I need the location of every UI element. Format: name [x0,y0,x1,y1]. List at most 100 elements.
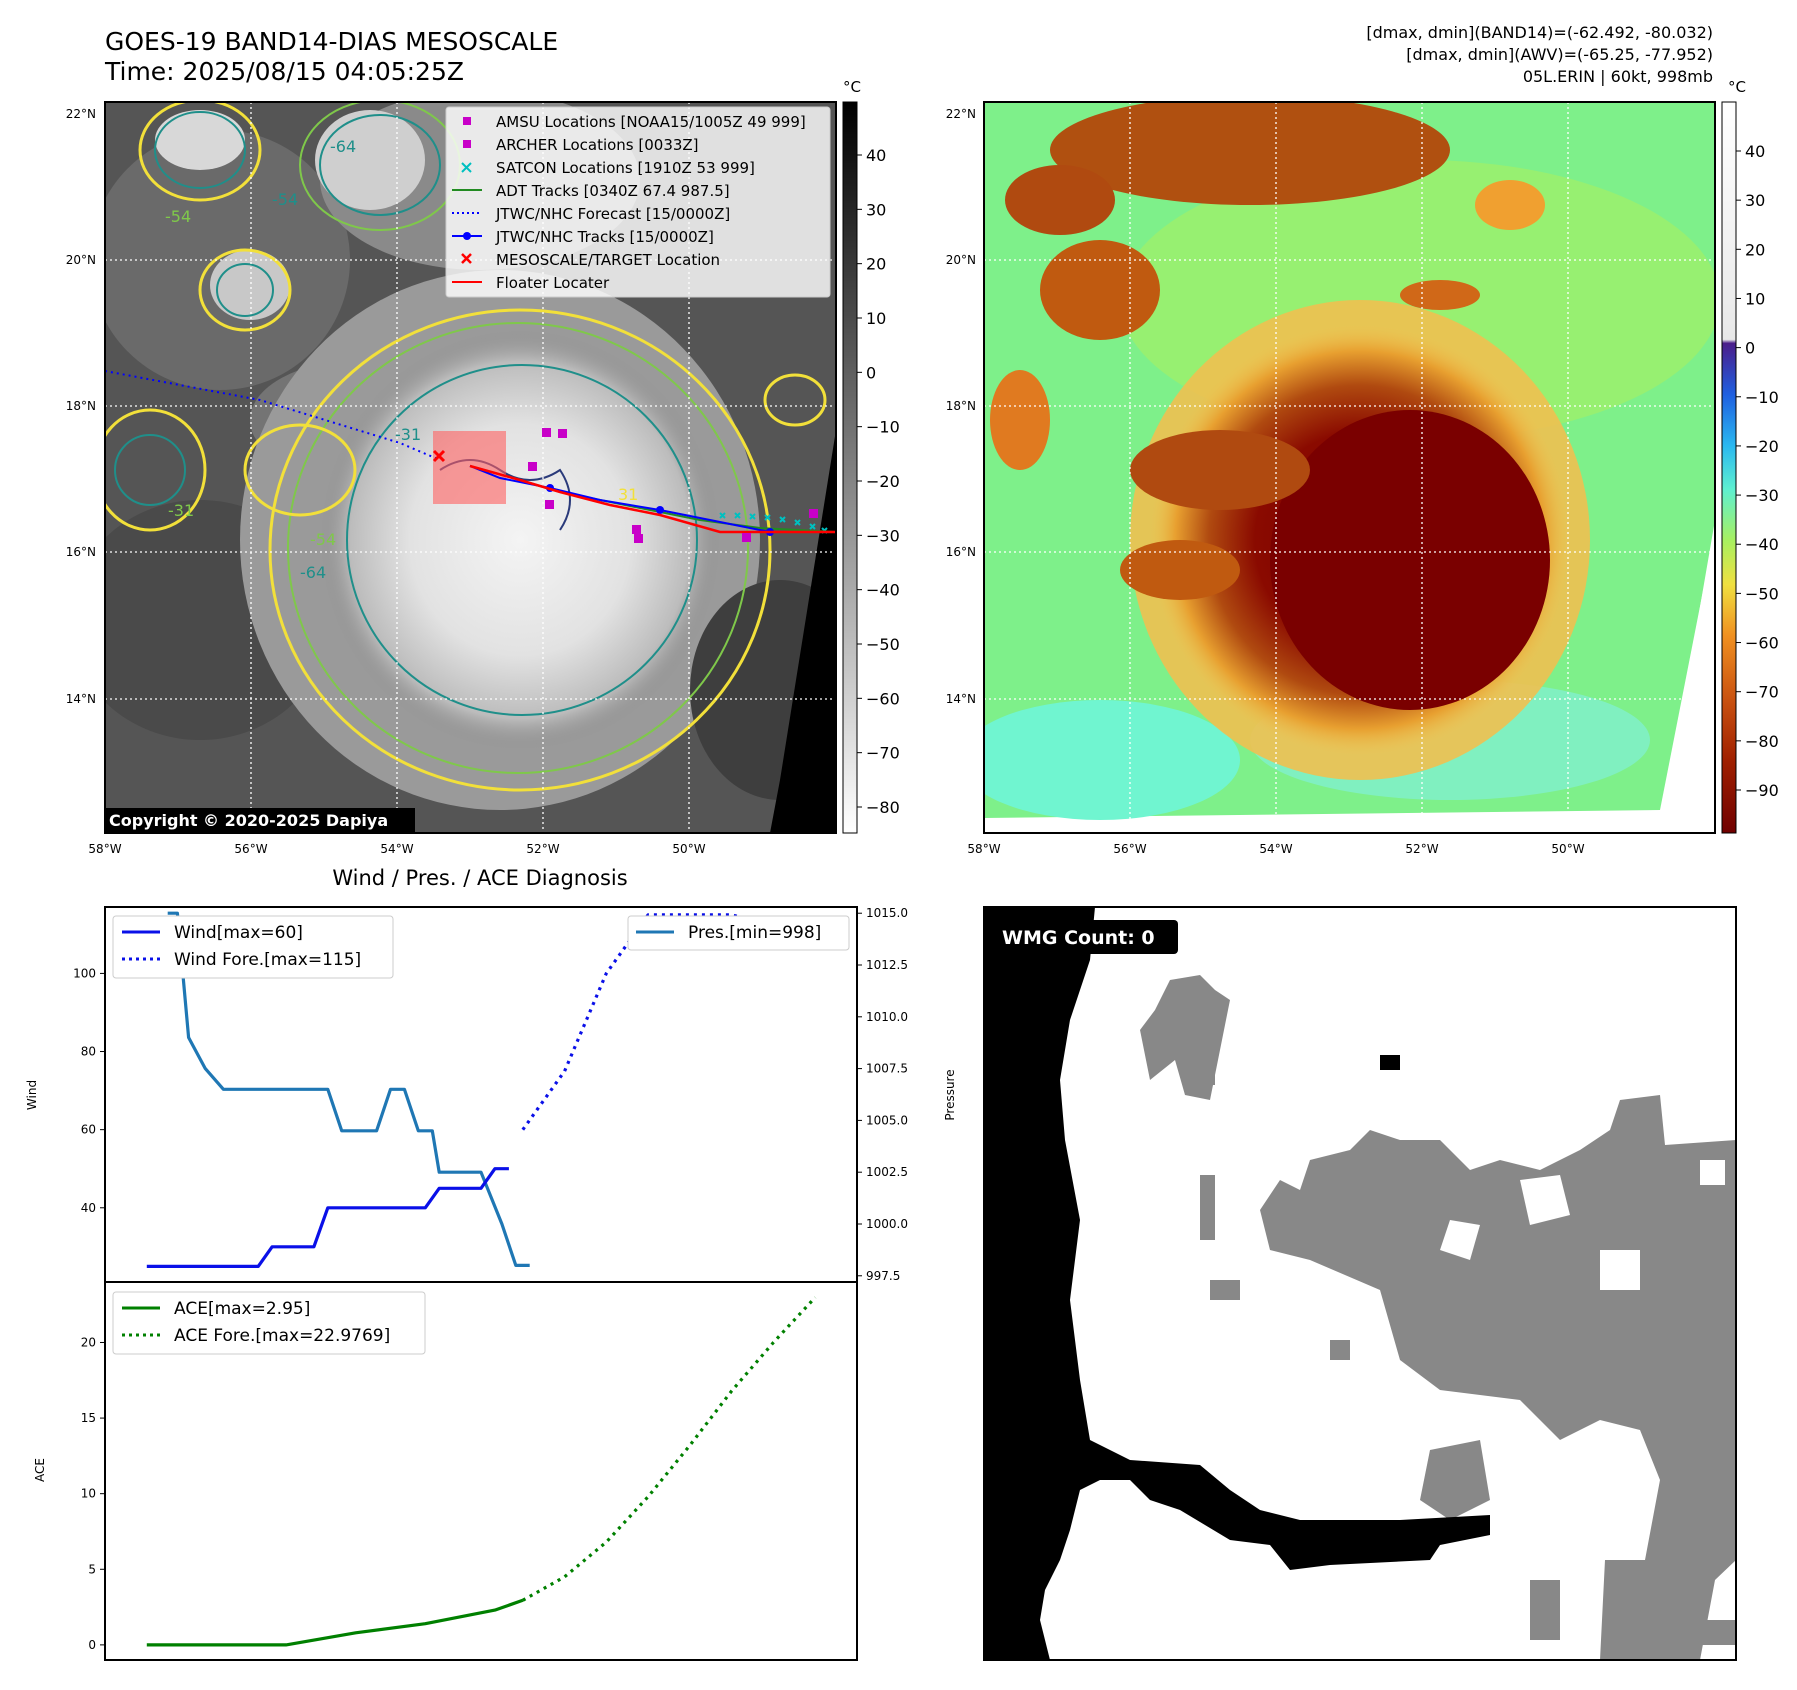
diagnosis-title: Wind / Pres. / ACE Diagnosis [332,866,627,890]
ir-colorbar-label: −30 [866,526,900,545]
pressure-legend: Pres.[min=998] [627,915,850,951]
awv-colorbar-label: −60 [1745,634,1779,653]
awv-lat-tick-14: 14°N [946,692,976,706]
ir-colorbar-label: −40 [866,581,900,600]
contour-teal [346,364,698,716]
jtwc-track [469,465,836,533]
amsu-markers [528,428,818,543]
wind-tick-label: 40 [81,1201,96,1215]
contour-label-7: 31 [618,485,638,504]
ir-lon-tick-54: 54°W [380,842,413,856]
awv-colorbar-label: −50 [1745,584,1779,603]
wind-legend: Wind[max=60] Wind Fore.[max=115] [112,915,394,979]
pressure-tick-label: 1007.5 [866,1062,908,1076]
legend-jtwc-tracks: JTWC/NHC Tracks [15/0000Z] [495,228,714,246]
legend-wind: Wind[max=60] [174,923,303,943]
ir-colorbar-label: −80 [866,798,900,817]
ir-lat-tick-14: 14°N [66,692,96,706]
awv-colorbar-label: −70 [1745,683,1779,702]
awv-colorbar-label: 30 [1745,191,1765,210]
legend-pressure: Pres.[min=998] [688,923,821,943]
awv-colorbar-label: −30 [1745,486,1779,505]
awv-lon-tick-56: 56°W [1113,842,1146,856]
contour-label-1: -64 [330,137,356,156]
ir-lon-tick-52: 52°W [526,842,559,856]
ace-tick-label: 0 [88,1638,96,1652]
contour-label-4: -64 [300,563,326,582]
legend-target: MESOSCALE/TARGET Location [496,251,720,269]
ir-lat-tick-20: 20°N [66,253,96,267]
ir-lat-tick-22: 22°N [66,107,96,121]
jtwc-forecast-track [105,370,441,461]
contour-label-2: -54 [272,190,298,209]
ace-legend: ACE[max=2.95] ACE Fore.[max=22.9769] [112,1291,426,1355]
ace-forecast-line [522,1296,817,1602]
contour-label-5: -54 [310,530,336,549]
ir-colorbar-unit: °C [843,78,861,96]
awv-lat-tick-16: 16°N [946,545,976,559]
awv-map-panel: 58°W 56°W 54°W 52°W 50°W 22°N 20°N 18°N … [946,78,1779,856]
pressure-line [167,911,530,1268]
awv-lon-tick-54: 54°W [1259,842,1292,856]
ir-colorbar-label: −50 [866,635,900,654]
pressure-tick-label: 1002.5 [866,1165,908,1179]
ir-colorbar-label: 40 [866,146,886,165]
ir-colorbar-label: 0 [866,363,876,382]
wind-tick-label: 100 [73,966,96,980]
wind-line [146,1167,509,1269]
wmg-panel: WMG Count: 0 [983,906,1737,1661]
ace-ylabel: ACE [33,1458,47,1482]
floater-track [469,464,836,534]
pressure-tick-label: 1010.0 [866,1010,908,1024]
ir-colorbar-label: −60 [866,689,900,708]
awv-colorbar-label: −20 [1745,437,1779,456]
target-marker [432,449,446,463]
legend-ace-fore: ACE Fore.[max=22.9769] [174,1326,390,1346]
awv-colorbar-label: 40 [1745,142,1765,161]
stats-band14: [dmax, dmin](BAND14)=(-62.492, -80.032) [1366,23,1713,42]
wind-ylabel: Wind [25,1080,39,1110]
ir-colorbar-label: 10 [866,309,886,328]
ir-colorbar-label: −10 [866,418,900,437]
plot-time: Time: 2025/08/15 04:05:25Z [104,57,464,86]
satcon-markers [719,512,828,534]
awv-lon-tick-52: 52°W [1405,842,1438,856]
wind-tick-label: 60 [81,1123,96,1137]
legend-wind-fore: Wind Fore.[max=115] [174,950,361,970]
ace-tick-label: 15 [81,1411,96,1425]
pressure-ylabel: Pressure [943,1069,957,1120]
awv-colorbar-label: −10 [1745,388,1779,407]
ace-line [146,1598,524,1647]
contour-yellow [268,308,772,792]
ace-tick-label: 10 [81,1487,96,1501]
awv-lat-tick-20: 20°N [946,253,976,267]
contour-label-8: -31 [395,425,421,444]
pressure-tick-label: 1005.0 [866,1113,908,1127]
awv-lat-tick-18: 18°N [946,399,976,413]
legend-jtwc-forecast: JTWC/NHC Forecast [15/0000Z] [495,205,730,223]
pressure-tick-label: 1015.0 [866,906,908,920]
stats-awv: [dmax, dmin](AWV)=(-65.25, -77.952) [1406,45,1713,64]
legend-ace: ACE[max=2.95] [174,1299,310,1319]
ir-colorbar-label: 30 [866,200,886,219]
ir-lat-tick-18: 18°N [66,399,96,413]
ir-colorbar-label: −20 [866,472,900,491]
copyright-text: Copyright © 2020-2025 Dapiya [109,811,388,830]
awv-lon-tick-58: 58°W [967,842,1000,856]
map-legend: AMSU Locations [NOAA15/1005Z 49 999] ARC… [445,106,831,298]
awv-colorbar-unit: °C [1728,78,1746,96]
ir-map-panel: -64 -54 -54 -64 -54 -31 31 -31 [66,78,900,856]
legend-amsu: AMSU Locations [NOAA15/1005Z 49 999] [496,113,806,131]
awv-colorbar: °C 40 30 20 10 0 −10 −20 −30 −40 −50 −60 −70 −80 −90 [1721,78,1779,834]
legend-archer: ARCHER Locations [0033Z] [496,136,699,154]
awv-colorbar-label: 20 [1745,240,1765,259]
awv-colorbar-label: −80 [1745,732,1779,751]
ir-colorbar-label: 20 [866,255,886,274]
awv-colorbar-label: −90 [1745,781,1779,800]
diagnosis-panel: Wind / Pres. / ACE Diagnosis Wind Pressu… [25,866,957,1661]
ir-lon-tick-50: 50°W [672,842,705,856]
ir-lon-tick-58: 58°W [88,842,121,856]
contour-label-6: -31 [168,501,194,520]
awv-colorbar-label: −40 [1745,535,1779,554]
